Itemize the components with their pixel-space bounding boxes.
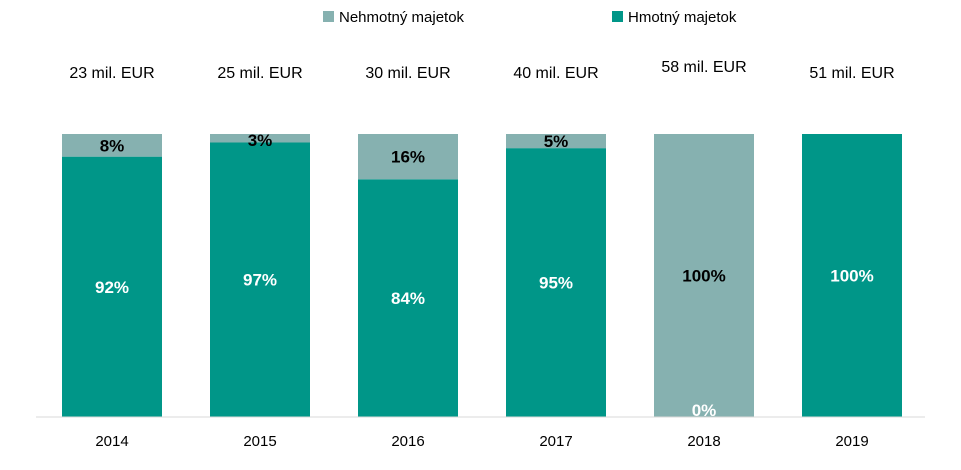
x-tick-2019: 2019 bbox=[835, 433, 868, 450]
bar-total-2018: 58 mil. EUR bbox=[661, 59, 746, 76]
x-tick-2016: 2016 bbox=[391, 433, 424, 450]
data-label-nehmotny-majetok-2017: 5% bbox=[544, 132, 569, 151]
bar-hmotny-majetok-2014 bbox=[62, 156, 162, 417]
legend-swatch-nehmotny-majetok bbox=[323, 11, 334, 22]
data-label-hmotny-majetok-2018: 0% bbox=[692, 401, 717, 420]
legend-label-nehmotny-majetok: Nehmotný majetok bbox=[339, 9, 465, 26]
data-label-nehmotny-majetok-2014: 8% bbox=[100, 136, 125, 155]
legend: Nehmotný majetok Hmotný majetok bbox=[323, 9, 737, 26]
bar-total-2015: 25 mil. EUR bbox=[217, 65, 302, 82]
data-label-hmotny-majetok-2019: 100% bbox=[830, 267, 873, 286]
bar-hmotny-majetok-2017 bbox=[506, 148, 606, 417]
x-tick-2015: 2015 bbox=[243, 433, 276, 450]
legend-swatch-hmotny-majetok bbox=[612, 11, 623, 22]
x-tick-2014: 2014 bbox=[95, 433, 128, 450]
bar-hmotny-majetok-2015 bbox=[210, 142, 310, 418]
bar-nehmotny-majetok-2015 bbox=[210, 134, 310, 143]
bar-total-2014: 23 mil. EUR bbox=[69, 65, 154, 82]
data-label-hmotny-majetok-2015: 97% bbox=[243, 271, 277, 290]
bar-nehmotny-majetok-2016 bbox=[358, 134, 458, 180]
bars: 92% 8% 97% 3% 84% 16% 95% 5% 0% 100% 100% bbox=[62, 131, 902, 420]
legend-label-hmotny-majetok: Hmotný majetok bbox=[628, 9, 737, 26]
data-label-nehmotny-majetok-2015: 3% bbox=[248, 131, 273, 150]
bar-total-2017: 40 mil. EUR bbox=[513, 65, 598, 82]
bar-hmotny-majetok-2019 bbox=[802, 134, 902, 417]
data-label-hmotny-majetok-2017: 95% bbox=[539, 274, 573, 293]
x-tick-2017: 2017 bbox=[539, 433, 572, 450]
x-tick-2018: 2018 bbox=[687, 433, 720, 450]
data-label-nehmotny-majetok-2016: 16% bbox=[391, 148, 425, 167]
data-label-nehmotny-majetok-2018: 100% bbox=[682, 267, 725, 286]
bar-totals: 23 mil. EUR 25 mil. EUR 30 mil. EUR 40 mil.… bbox=[69, 59, 894, 82]
bar-nehmotny-majetok-2014 bbox=[62, 134, 162, 157]
bar-nehmotny-majetok-2017 bbox=[506, 134, 606, 149]
bar-hmotny-majetok-2016 bbox=[358, 179, 458, 417]
data-label-hmotny-majetok-2016: 84% bbox=[391, 289, 425, 308]
x-tick-labels: 2014 2015 2016 2017 2018 2019 bbox=[95, 433, 868, 450]
bar-total-2019: 51 mil. EUR bbox=[809, 65, 894, 82]
bar-total-2016: 30 mil. EUR bbox=[365, 65, 450, 82]
data-label-hmotny-majetok-2014: 92% bbox=[95, 278, 129, 297]
bar-nehmotny-majetok-2018 bbox=[654, 134, 754, 417]
